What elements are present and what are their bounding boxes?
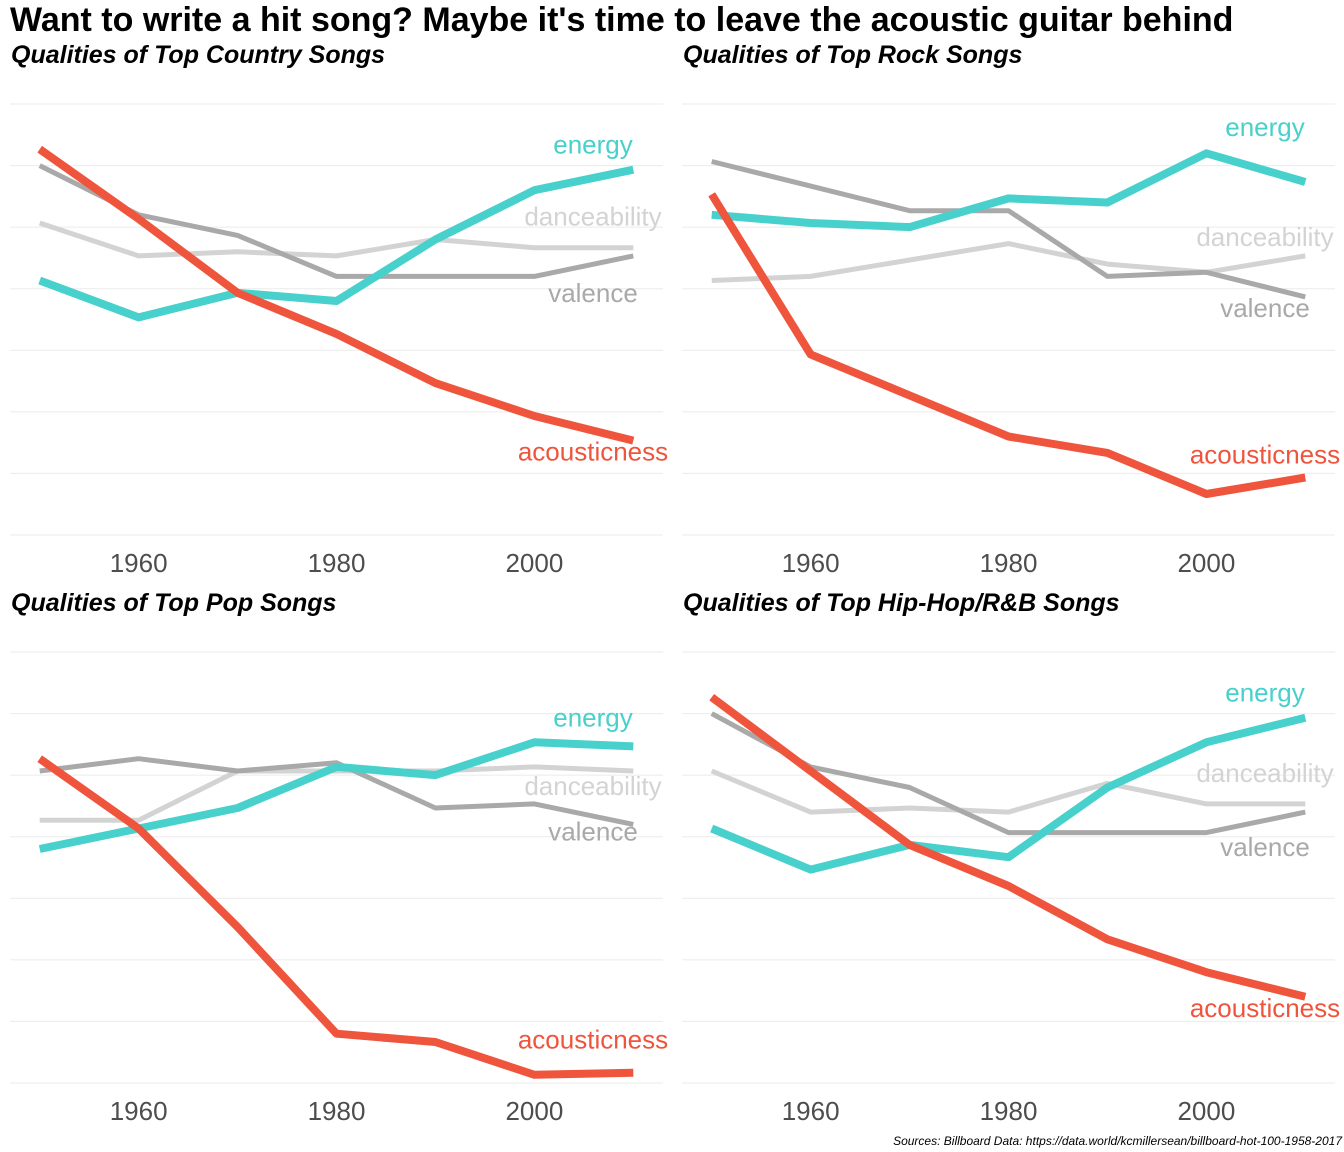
series-label-valence: valence [1220, 293, 1310, 323]
chart-panel-pop: 1960 1980 2000 energy danceability valence aco… [10, 651, 668, 1126]
x-tick-label: 1960 [110, 548, 168, 578]
series-label-danceability: danceability [1196, 222, 1333, 252]
source-note: Sources: Billboard Data: https://data.wo… [893, 1134, 1342, 1148]
series-line-danceability [710, 768, 1306, 815]
chart-panel-rock: 1960 1980 2000 energy danceability valence aco… [682, 103, 1340, 578]
x-tick-label: 2000 [1177, 1096, 1235, 1126]
series-label-danceability: danceability [524, 771, 661, 801]
x-tick-label: 1960 [110, 1096, 168, 1126]
series-label-energy: energy [553, 130, 633, 160]
series-line-acousticness [709, 693, 1307, 1001]
series-line-energy [710, 713, 1307, 874]
main-title: Want to write a hit song? Maybe it's tim… [10, 1, 1234, 39]
x-tick-label: 1980 [308, 548, 366, 578]
panel-title-pop: Qualities of Top Pop Songs [11, 589, 337, 617]
series-label-danceability: danceability [1196, 758, 1333, 788]
x-tick-label: 1980 [308, 1096, 366, 1126]
chart-panel-hiphop: 1960 1980 2000 energy danceability valence aco… [682, 651, 1340, 1126]
panel-title-rock: Qualities of Top Rock Songs [683, 41, 1023, 69]
x-tick-label: 2000 [505, 548, 563, 578]
series-line-valence [711, 159, 1306, 300]
series-label-energy: energy [553, 702, 633, 732]
series-label-energy: energy [1225, 112, 1305, 142]
series-line-acousticness [708, 192, 1306, 498]
x-tick-label: 1980 [980, 548, 1038, 578]
panel-title-hiphop: Qualities of Top Hip-Hop/R&B Songs [683, 589, 1120, 617]
panel-title-country: Qualities of Top Country Songs [11, 41, 386, 69]
series-label-valence: valence [548, 816, 638, 846]
series-line-acousticness [37, 145, 635, 445]
x-tick-label: 2000 [505, 1096, 563, 1126]
x-tick-label: 1980 [980, 1096, 1038, 1126]
series-label-energy: energy [1225, 678, 1305, 708]
series-line-energy [38, 165, 635, 322]
series-label-acousticness: acousticness [1190, 993, 1340, 1023]
series-line-acousticness [37, 755, 634, 1079]
x-tick-label: 1960 [782, 1096, 840, 1126]
series-label-valence: valence [548, 278, 638, 308]
series-label-acousticness: acousticness [1190, 440, 1340, 470]
x-tick-label: 2000 [1177, 548, 1235, 578]
series-line-valence [39, 756, 634, 827]
chart-panel-country: 1960 1980 2000 energy danceability valence aco… [10, 103, 668, 578]
series-label-acousticness: acousticness [518, 1025, 668, 1055]
series-label-danceability: danceability [524, 202, 661, 232]
series-label-acousticness: acousticness [518, 437, 668, 467]
series-line-danceability [38, 220, 634, 259]
series-line-energy [711, 149, 1307, 232]
x-tick-label: 1960 [782, 548, 840, 578]
series-label-valence: valence [1220, 832, 1310, 862]
